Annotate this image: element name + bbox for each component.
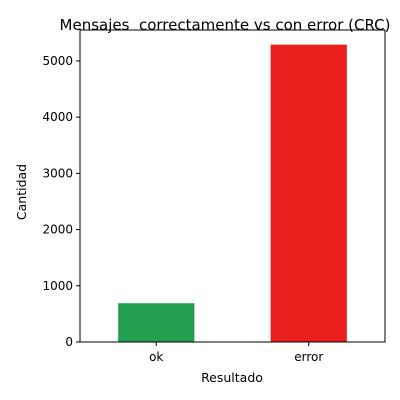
y-tick-label: 2000 bbox=[42, 223, 73, 237]
y-tick-label: 0 bbox=[65, 335, 73, 349]
chart-title: Mensajes correctamente vs con error (CRC… bbox=[60, 16, 391, 34]
bars-group bbox=[118, 44, 347, 343]
y-tick-label: 4000 bbox=[42, 110, 73, 124]
y-axis-label: Cantidad bbox=[14, 164, 29, 220]
bar-error bbox=[270, 44, 347, 343]
y-tick-label: 1000 bbox=[42, 279, 73, 293]
x-tick-label: ok bbox=[149, 350, 163, 364]
x-tick-label: error bbox=[294, 350, 323, 364]
x-ticks-group: ok error bbox=[149, 342, 323, 364]
y-tick-label: 3000 bbox=[42, 166, 73, 180]
bar-ok bbox=[118, 303, 195, 342]
x-axis-label: Resultado bbox=[201, 370, 263, 385]
y-ticks-group: 0 1000 2000 3000 4000 5000 bbox=[42, 54, 80, 349]
y-tick-label: 5000 bbox=[42, 54, 73, 68]
axes-frame bbox=[79, 29, 386, 343]
